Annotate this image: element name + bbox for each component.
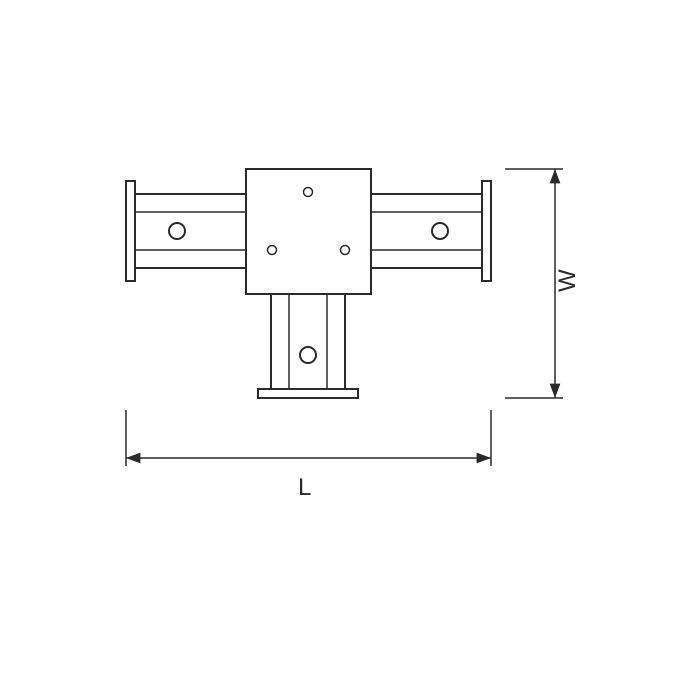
dim-label-length: L [298,474,311,501]
dim-label-width: W [554,269,581,292]
